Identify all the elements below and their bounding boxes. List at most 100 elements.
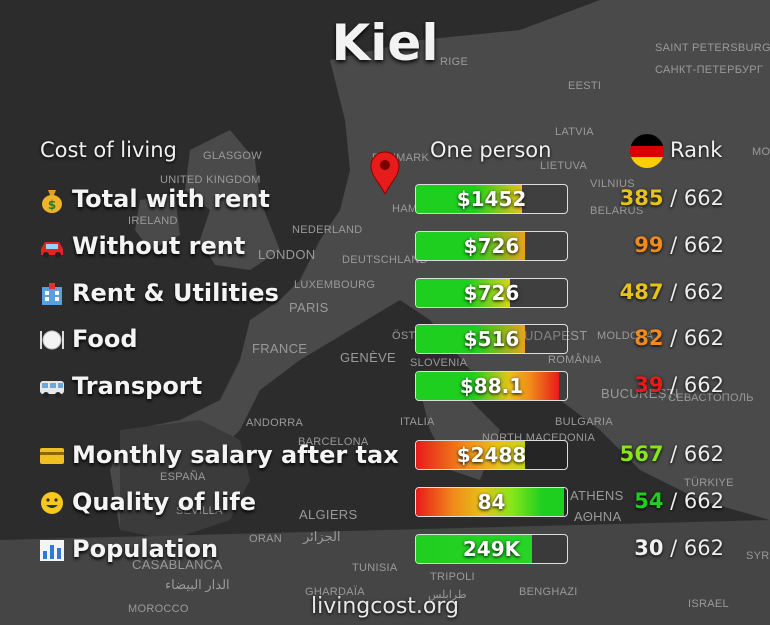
rank-total: 662 bbox=[683, 489, 724, 513]
rank-total: 662 bbox=[683, 280, 724, 304]
rank-separator: / bbox=[663, 489, 684, 513]
bar-value: $1452 bbox=[456, 187, 527, 211]
map-label: GENÈVE bbox=[340, 350, 396, 365]
map-label: SLOVENIA bbox=[410, 357, 468, 369]
map-label: BUDAPEST bbox=[515, 328, 588, 343]
map-label: TUNISIA bbox=[352, 562, 398, 574]
cost-of-living-header: Cost of living bbox=[40, 138, 177, 162]
page-title: Kiel bbox=[331, 14, 439, 72]
value-bar: $516 bbox=[415, 324, 568, 354]
money-bag-icon: $ bbox=[42, 190, 62, 213]
table-row: Population 249K 30 / 662 bbox=[0, 533, 770, 573]
germany-flag-icon bbox=[630, 134, 664, 168]
value-bar: $2488 bbox=[415, 440, 568, 470]
site-footer-link[interactable]: livingcost.org bbox=[311, 594, 459, 619]
map-label: SYR bbox=[746, 550, 770, 562]
bar-fill bbox=[416, 535, 533, 563]
map-label: MOROCCO bbox=[128, 603, 189, 615]
value-bar: $1452 bbox=[415, 184, 568, 214]
row-label: Monthly salary after tax bbox=[72, 441, 399, 469]
map-label: MOLDOVA bbox=[597, 330, 654, 342]
map-label: PARIS bbox=[289, 300, 329, 315]
car-icon bbox=[41, 242, 63, 258]
bar-fill bbox=[416, 488, 564, 516]
table-row: Transport $88.1 39 / 662 bbox=[0, 370, 770, 410]
credit-card-icon bbox=[40, 448, 64, 464]
value-bar: $88.1 bbox=[415, 371, 568, 401]
rank-separator: / bbox=[663, 280, 684, 304]
bar-value: 249K bbox=[462, 537, 521, 561]
map-label: IRELAND bbox=[128, 215, 178, 227]
rank-number: 567 bbox=[619, 442, 664, 466]
minibus-icon bbox=[40, 381, 64, 398]
rank-text: 82 / 662 bbox=[634, 326, 724, 350]
rank-separator: / bbox=[663, 373, 684, 397]
rank-text: 487 / 662 bbox=[620, 280, 724, 304]
rank-text: 99 / 662 bbox=[634, 233, 724, 257]
value-bar: $726 bbox=[415, 231, 568, 261]
rank-header: Rank bbox=[670, 138, 723, 162]
rank-total: 662 bbox=[683, 373, 724, 397]
map-label: ORAN bbox=[249, 533, 282, 545]
map-label: الدار البيضاء bbox=[165, 577, 230, 592]
table-row: Food $516 82 / 662 bbox=[0, 323, 770, 363]
map-label: ISRAEL bbox=[688, 598, 729, 610]
bar-value: $726 bbox=[463, 234, 520, 258]
bar-value: $516 bbox=[463, 327, 520, 351]
rank-number: 99 bbox=[634, 233, 664, 257]
rank-separator: / bbox=[663, 233, 684, 257]
map-label: BARCELONA bbox=[298, 436, 369, 448]
map-label: NEDERLAND bbox=[292, 224, 363, 236]
map-label: СЕВАСТОПОЛЬ bbox=[668, 392, 754, 404]
map-label: ESPAÑA bbox=[160, 471, 206, 483]
map-label: ROMÂNIA bbox=[548, 354, 602, 366]
map-label: SAINT PETERSBURG bbox=[655, 42, 770, 54]
map-label: LATVIA bbox=[555, 126, 594, 138]
map-label: BELARUS bbox=[590, 205, 644, 217]
rank-number: 54 bbox=[634, 489, 664, 513]
rank-separator: / bbox=[663, 186, 684, 210]
row-label: Food bbox=[72, 325, 138, 353]
table-row: Monthly salary after tax $2488 567 / 662 bbox=[0, 439, 770, 479]
chart-icon bbox=[40, 540, 64, 561]
map-label: TRIPOLI bbox=[430, 571, 475, 583]
map-label: BULGARIA bbox=[555, 416, 614, 428]
rank-number: 487 bbox=[619, 280, 664, 304]
map-label: ATHENS bbox=[570, 488, 624, 503]
rank-text: 54 / 662 bbox=[634, 489, 724, 513]
map-label: MO bbox=[752, 146, 770, 158]
rank-separator: / bbox=[663, 326, 684, 350]
table-row: $ Total with rent $1452 385 / 662 bbox=[0, 183, 770, 223]
smiley-icon bbox=[41, 492, 63, 514]
map-label: ΑΘΗΝΑ bbox=[574, 509, 622, 524]
map-label: TÜRKIYE bbox=[684, 477, 734, 489]
value-bar: 249K bbox=[415, 534, 568, 564]
map-label: VILNIUS bbox=[590, 178, 635, 190]
row-label: Transport bbox=[72, 372, 203, 400]
plate-icon bbox=[40, 330, 64, 350]
map-label: UNITED KINGDOM bbox=[160, 174, 261, 186]
map-label: الجزائر bbox=[303, 529, 341, 544]
table-row: Quality of life 84 54 / 662 bbox=[0, 486, 770, 526]
rank-total: 662 bbox=[683, 233, 724, 257]
value-bar: 84 bbox=[415, 487, 568, 517]
bar-value: $88.1 bbox=[459, 374, 524, 398]
map-label: SEVILLA bbox=[176, 505, 223, 517]
map-label: DEUTSCHLAND bbox=[342, 254, 428, 266]
bar-value: $726 bbox=[463, 281, 520, 305]
rank-text: 39 / 662 bbox=[634, 373, 724, 397]
map-label: BUCUREȘTI bbox=[601, 386, 679, 401]
map-label: GLASGOW bbox=[203, 150, 262, 162]
svg-text:$: $ bbox=[48, 198, 56, 212]
row-label: Without rent bbox=[72, 232, 246, 260]
map-label: CASABLANCA bbox=[132, 557, 223, 572]
map-label: FRANCE bbox=[252, 341, 308, 356]
rank-total: 662 bbox=[683, 326, 724, 350]
rank-total: 662 bbox=[683, 442, 724, 466]
rank-number: 39 bbox=[634, 373, 664, 397]
row-label: Rent & Utilities bbox=[72, 279, 279, 307]
bar-fill bbox=[416, 232, 525, 260]
rank-total: 662 bbox=[683, 536, 724, 560]
map-label: GHARDAÏA bbox=[305, 586, 365, 598]
